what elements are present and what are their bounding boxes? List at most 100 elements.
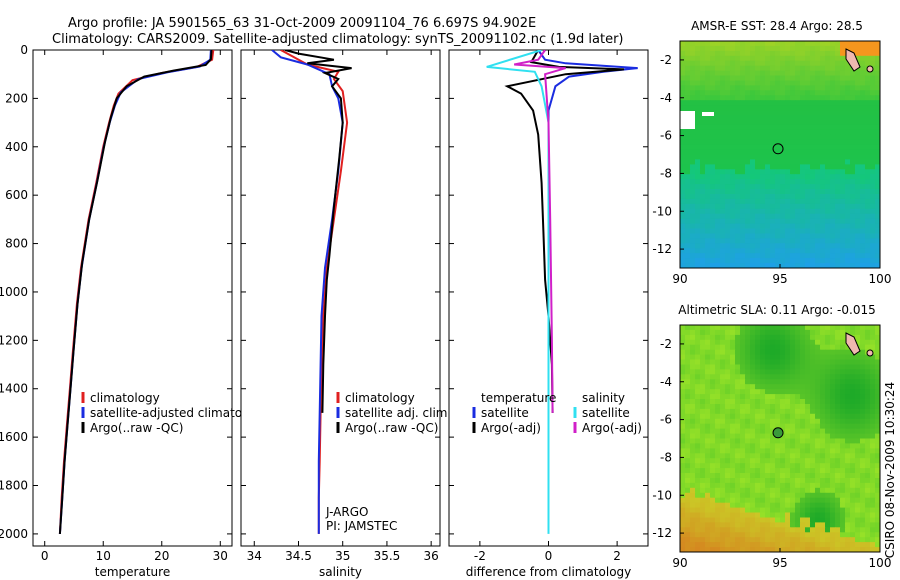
map-cell <box>730 198 736 205</box>
map-cell <box>780 497 786 504</box>
map-cell <box>680 344 686 351</box>
map-cell <box>865 134 871 141</box>
map-cell <box>750 389 756 395</box>
x-tick-label: 0 <box>545 549 553 563</box>
map-cell <box>690 134 696 141</box>
map-cell <box>720 139 726 146</box>
map-cell <box>720 65 726 72</box>
map-cell <box>840 253 846 259</box>
map-cell <box>740 448 746 454</box>
map-cell <box>865 463 871 469</box>
map-cell <box>855 334 861 341</box>
map-cell <box>775 364 781 370</box>
map-cell <box>765 413 771 420</box>
map-cell <box>815 497 821 504</box>
map-cell <box>685 517 691 523</box>
map-cell <box>730 95 736 101</box>
map-cell <box>730 339 736 346</box>
map-cell <box>805 120 811 126</box>
map-cell <box>710 438 716 444</box>
map-cell <box>855 547 861 552</box>
map-cell <box>685 374 691 380</box>
map-cell <box>760 179 766 185</box>
map-cell <box>815 428 821 435</box>
map-cell <box>775 394 781 400</box>
map-cell <box>740 60 746 67</box>
map-cell <box>765 325 771 331</box>
map-cell <box>765 448 771 454</box>
map-cell <box>800 159 806 165</box>
map-cell <box>790 223 796 230</box>
map-cell <box>815 144 821 151</box>
map-cell <box>835 129 841 136</box>
map-cell <box>715 85 721 91</box>
map-cell <box>810 438 816 444</box>
map-cell <box>770 110 776 116</box>
map-cell <box>850 522 856 528</box>
map-cell <box>805 80 811 86</box>
map-cell <box>800 75 806 81</box>
map-cell <box>725 60 731 67</box>
map-cell <box>750 45 756 52</box>
map-cell <box>825 458 831 464</box>
map-cell <box>730 105 736 111</box>
map-cell <box>825 542 831 548</box>
map-cell <box>815 547 821 552</box>
map-cell <box>810 325 816 331</box>
map-cell <box>710 213 716 220</box>
map-cell <box>720 144 726 151</box>
map-cell <box>810 85 816 91</box>
map-cell <box>850 413 856 420</box>
map-cell <box>795 95 801 101</box>
map-cell <box>790 233 796 239</box>
map-cell <box>765 344 771 351</box>
map-cell <box>835 115 841 121</box>
map-cell <box>850 213 856 220</box>
map-cell <box>805 542 811 548</box>
map-cell <box>720 433 726 440</box>
map-cell <box>740 95 746 101</box>
map-cell <box>715 453 721 459</box>
map-cell <box>735 100 741 106</box>
map-cell <box>750 115 756 121</box>
map-cell <box>710 379 716 385</box>
map-cell <box>770 179 776 185</box>
map-cell <box>815 522 821 528</box>
map-cell <box>810 100 816 106</box>
map-cell <box>765 41 771 47</box>
map-cell <box>785 208 791 215</box>
map-cell <box>840 50 846 57</box>
map-cell <box>715 344 721 351</box>
map-cell <box>715 80 721 86</box>
map-cell <box>840 532 846 538</box>
map-cell <box>835 233 841 239</box>
map-cell <box>870 223 876 230</box>
map-cell <box>705 423 711 430</box>
map-cell <box>695 159 701 165</box>
map-cell <box>805 228 811 234</box>
map-cell <box>730 45 736 52</box>
map-cell <box>700 189 706 195</box>
map-cell <box>765 512 771 518</box>
map-cell <box>800 334 806 341</box>
map-cell <box>785 517 791 523</box>
map-cell <box>840 354 846 361</box>
map-cell <box>860 184 866 190</box>
map-cell <box>715 418 721 425</box>
map-cell <box>740 458 746 464</box>
map-cell <box>860 394 866 400</box>
map-cell <box>700 502 706 509</box>
map-cell <box>840 80 846 86</box>
map-cell <box>720 478 726 484</box>
map-cell <box>765 487 771 494</box>
map-cell <box>855 179 861 185</box>
map-cell <box>715 105 721 111</box>
map-cell <box>765 379 771 385</box>
map-cell <box>835 218 841 225</box>
map-cell <box>705 95 711 101</box>
map-cell <box>825 110 831 116</box>
map-cell <box>810 154 816 160</box>
map-cell <box>720 164 726 170</box>
map-cell <box>700 124 706 131</box>
map-cell <box>700 194 706 200</box>
